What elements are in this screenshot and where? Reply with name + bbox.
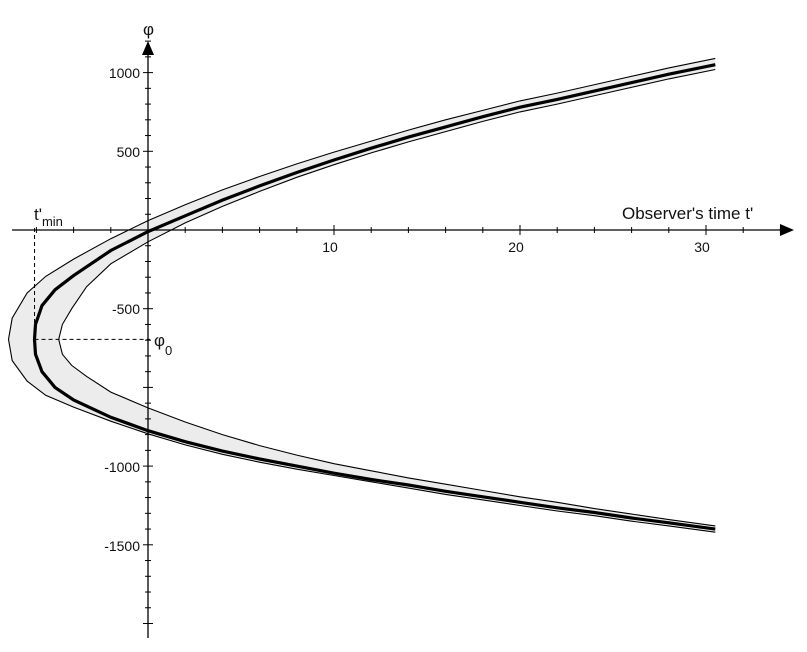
outer-envelope-curve: [7, 57, 716, 533]
phi0-subscript: 0: [165, 343, 172, 358]
phi0-main-text: φ: [154, 331, 165, 350]
guide-line-layer: [34, 228, 150, 340]
phi0-annotation: φ0: [154, 331, 172, 358]
y-tick-label-neg1000: -1000: [104, 459, 140, 475]
t-min-subscript: min: [42, 214, 63, 229]
y-tick-label-neg1500: -1500: [104, 538, 140, 554]
x-tick-label-10: 10: [322, 239, 338, 255]
tick-layer: [35, 40, 781, 624]
x-tick-label-30: 30: [694, 239, 710, 255]
y-tick-label-neg500: -500: [112, 301, 140, 317]
y-axis-title: φ: [143, 20, 154, 39]
y-tick-label-1000: 1000: [109, 65, 140, 81]
y-axis-arrowhead: [142, 41, 154, 55]
x-axis-arrowhead: [780, 224, 794, 236]
uncertainty-band-layer: [8, 58, 716, 533]
x-tick-label-20: 20: [508, 239, 524, 255]
inner-envelope-curve: [58, 68, 716, 527]
uncertainty-band: [8, 58, 716, 533]
axis-layer: [12, 41, 794, 638]
y-tick-label-500: 500: [117, 144, 141, 160]
t-min-main-text: t': [34, 205, 42, 224]
central-curve: [32, 63, 716, 531]
curve-layer: [7, 57, 716, 533]
x-axis-title: Observer's time t': [622, 204, 753, 223]
t-min-annotation: t'min: [34, 205, 63, 229]
